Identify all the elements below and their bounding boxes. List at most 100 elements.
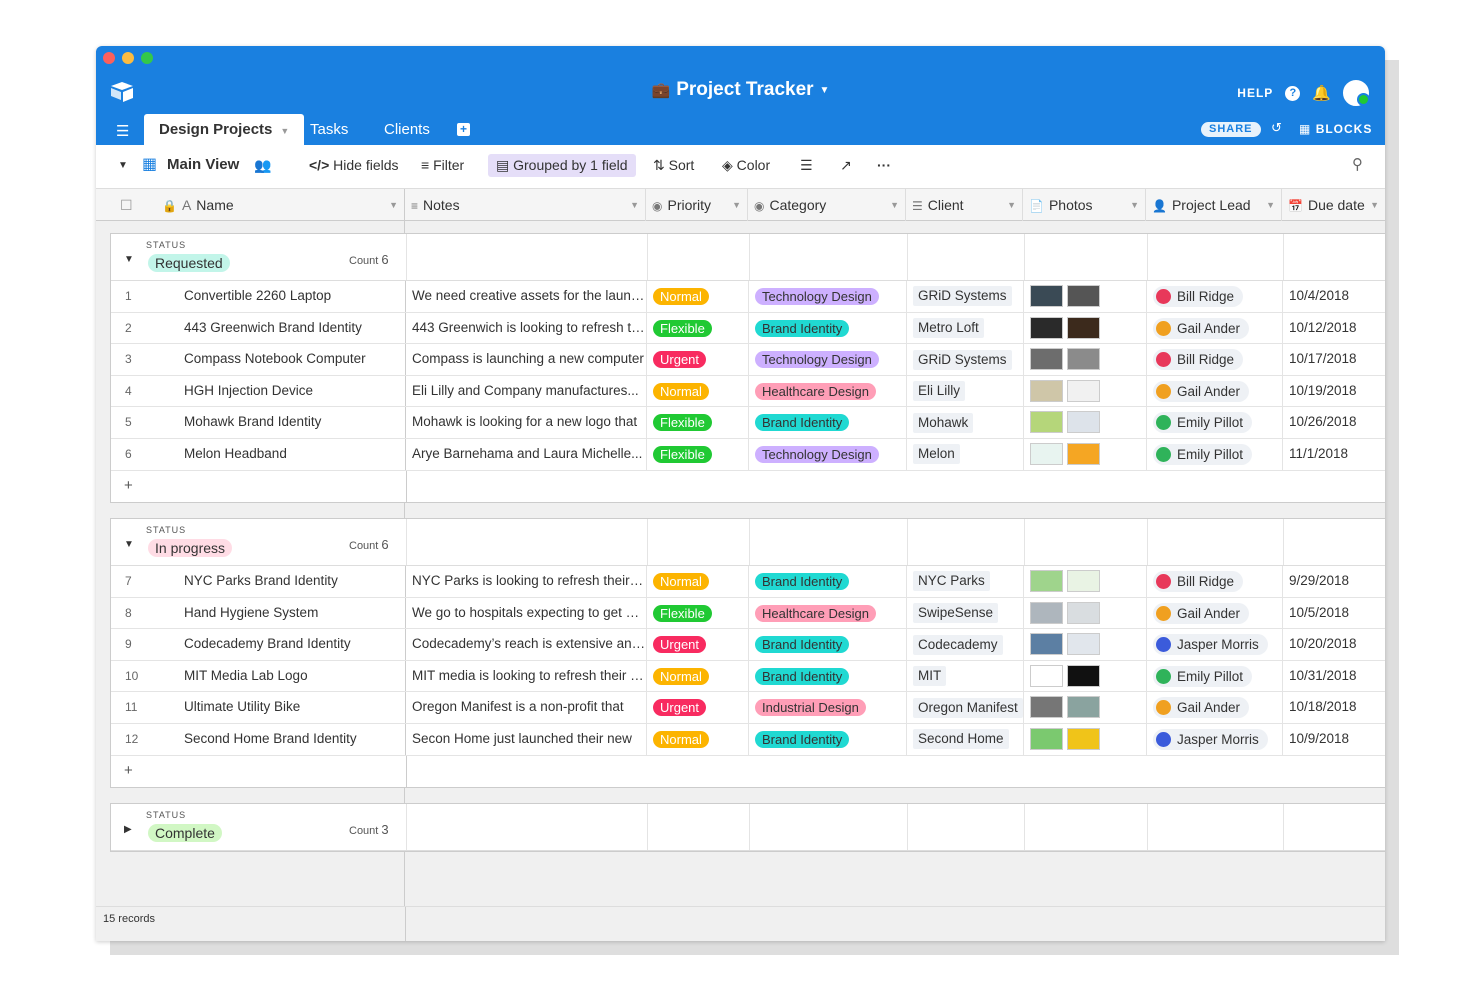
add-record-row[interactable]: + xyxy=(111,470,1385,502)
photo-thumbnail[interactable] xyxy=(1030,379,1063,402)
close-window-button[interactable] xyxy=(103,52,115,64)
cell-photos[interactable] xyxy=(1024,692,1147,723)
photo-thumbnail[interactable] xyxy=(1030,442,1063,465)
collaborator-chip[interactable]: Gail Ander xyxy=(1153,317,1250,339)
cell-category[interactable]: Healthcare Design xyxy=(749,375,907,407)
column-notes[interactable]: ≡ Notes ▼ xyxy=(405,189,646,221)
cell-due-date[interactable]: 10/20/2018 xyxy=(1289,636,1357,652)
collaborator-chip[interactable]: Jasper Morris xyxy=(1153,728,1268,750)
view-menu-icon[interactable]: ▼ xyxy=(118,160,128,171)
collaborators-icon[interactable]: 👥 xyxy=(254,157,272,173)
cell-category[interactable]: Technology Design xyxy=(749,281,907,312)
client-link[interactable]: Codecademy xyxy=(913,634,1003,655)
cell-name[interactable]: NYC Parks Brand Identity xyxy=(171,566,406,597)
client-link[interactable]: MIT xyxy=(913,666,947,687)
cell-photos[interactable] xyxy=(1024,438,1147,470)
cell-due-date[interactable]: 9/29/2018 xyxy=(1289,573,1350,588)
photo-thumbnail[interactable] xyxy=(1030,601,1063,624)
cell-notes[interactable]: Compass is launching a new computer xyxy=(406,344,647,375)
cell-client[interactable]: SwipeSense xyxy=(907,597,1024,629)
column-priority[interactable]: ◉ Priority ▼ xyxy=(646,189,748,221)
cell-category[interactable]: Technology Design xyxy=(749,438,907,470)
client-link[interactable]: Melon xyxy=(913,444,960,465)
cell-client[interactable]: Mohawk xyxy=(907,407,1024,438)
photo-thumbnail[interactable] xyxy=(1030,696,1063,719)
cell-photos[interactable] xyxy=(1024,344,1147,375)
table-row[interactable]: 3 Compass Notebook Computer Compass is lau… xyxy=(111,344,1385,376)
cell-project-lead[interactable]: Bill Ridge xyxy=(1147,281,1283,312)
select-all-checkbox[interactable]: ☐ xyxy=(120,197,133,213)
cell-due-date[interactable]: 11/1/2018 xyxy=(1289,445,1349,461)
group-button[interactable]: ▤ Grouped by 1 field xyxy=(488,154,636,177)
photo-thumbnail[interactable] xyxy=(1030,316,1063,339)
help-label[interactable]: HELP xyxy=(1237,86,1274,100)
cell-due-date[interactable]: 10/17/2018 xyxy=(1289,351,1357,367)
table-row[interactable]: 12 Second Home Brand Identity Secon Home j… xyxy=(111,723,1385,756)
cell-project-lead[interactable]: Gail Ander xyxy=(1147,692,1283,723)
column-photos[interactable]: 📄 Photos ▼ xyxy=(1023,189,1146,221)
cell-project-lead[interactable]: Emily Pillot xyxy=(1147,407,1283,438)
cell-notes[interactable]: Secon Home just launched their new xyxy=(406,723,647,755)
minimize-window-button[interactable] xyxy=(122,52,134,64)
photo-thumbnail[interactable] xyxy=(1067,633,1100,656)
cell-notes[interactable]: Eli Lilly and Company manufactures... xyxy=(406,375,647,407)
cell-name[interactable]: Second Home Brand Identity xyxy=(171,723,406,755)
chevron-down-icon[interactable]: ▼ xyxy=(280,126,290,136)
collapse-group-icon[interactable]: ▼ xyxy=(124,254,134,265)
color-button[interactable]: ◈ Color xyxy=(722,157,771,173)
collaborator-chip[interactable]: Gail Ander xyxy=(1153,380,1250,402)
cell-photos[interactable] xyxy=(1024,629,1147,660)
cell-name[interactable]: Convertible 2260 Laptop xyxy=(171,281,406,312)
add-table-icon[interactable]: + xyxy=(457,123,470,136)
photo-thumbnail[interactable] xyxy=(1067,316,1100,339)
cell-due-date[interactable]: 10/12/2018 xyxy=(1289,319,1357,335)
cell-client[interactable]: MIT xyxy=(907,660,1024,692)
cell-priority[interactable]: Flexible xyxy=(647,597,749,629)
cell-client[interactable]: Metro Loft xyxy=(907,312,1024,344)
photo-thumbnail[interactable] xyxy=(1067,442,1100,465)
cell-name[interactable]: MIT Media Lab Logo xyxy=(171,660,406,692)
table-row[interactable]: 4 HGH Injection Device Eli Lilly and Compa… xyxy=(111,375,1385,408)
add-record-row[interactable]: + xyxy=(111,755,1385,787)
cell-notes[interactable]: Arye Barnehama and Laura Michelle... xyxy=(406,438,647,470)
cell-category[interactable]: Brand Identity xyxy=(749,723,907,755)
cell-category[interactable]: Brand Identity xyxy=(749,629,907,660)
cell-notes[interactable]: NYC Parks is looking to refresh their br… xyxy=(406,566,647,597)
cell-due-date[interactable]: 10/18/2018 xyxy=(1289,699,1357,715)
table-row[interactable]: 9 Codecademy Brand Identity Codecademy’s r… xyxy=(111,629,1385,661)
photo-thumbnail[interactable] xyxy=(1067,348,1100,371)
collaborator-chip[interactable]: Emily Pillot xyxy=(1153,665,1253,687)
search-icon[interactable]: ⚲ xyxy=(1352,156,1363,173)
cell-client[interactable]: Melon xyxy=(907,438,1024,470)
menu-icon[interactable]: ☰ xyxy=(116,123,130,140)
cell-priority[interactable]: Flexible xyxy=(647,312,749,344)
cell-client[interactable]: GRiD Systems xyxy=(907,281,1024,312)
tab-design-projects[interactable]: Design Projects ▼ xyxy=(144,114,305,145)
hide-fields-button[interactable]: </> Hide fields xyxy=(309,157,399,173)
cell-name[interactable]: Melon Headband xyxy=(171,438,406,470)
cell-priority[interactable]: Normal xyxy=(647,566,749,597)
collaborator-chip[interactable]: Bill Ridge xyxy=(1153,285,1244,307)
cell-name[interactable]: Mohawk Brand Identity xyxy=(171,407,406,438)
sort-button[interactable]: ⇅ Sort xyxy=(653,157,695,173)
cell-photos[interactable] xyxy=(1024,597,1147,629)
photo-thumbnail[interactable] xyxy=(1067,411,1100,434)
collaborator-chip[interactable]: Gail Ander xyxy=(1153,697,1250,719)
photo-thumbnail[interactable] xyxy=(1030,727,1063,750)
cell-photos[interactable] xyxy=(1024,660,1147,692)
photo-thumbnail[interactable] xyxy=(1067,285,1100,307)
cell-project-lead[interactable]: Emily Pillot xyxy=(1147,438,1283,470)
cell-name[interactable]: 443 Greenwich Brand Identity xyxy=(171,312,406,344)
tab-tasks[interactable]: Tasks xyxy=(310,121,349,138)
tab-clients[interactable]: Clients xyxy=(384,121,430,138)
cell-project-lead[interactable]: Gail Ander xyxy=(1147,375,1283,407)
cell-project-lead[interactable]: Bill Ridge xyxy=(1147,344,1283,375)
client-link[interactable]: NYC Parks xyxy=(913,571,990,592)
cell-priority[interactable]: Normal xyxy=(647,281,749,312)
add-record-icon[interactable]: + xyxy=(124,476,133,494)
cell-project-lead[interactable]: Bill Ridge xyxy=(1147,566,1283,597)
history-icon[interactable]: ↺ xyxy=(1271,120,1282,135)
cell-priority[interactable]: Flexible xyxy=(647,407,749,438)
more-icon[interactable]: ··· xyxy=(877,157,891,173)
column-category[interactable]: ◉ Category ▼ xyxy=(748,189,906,221)
